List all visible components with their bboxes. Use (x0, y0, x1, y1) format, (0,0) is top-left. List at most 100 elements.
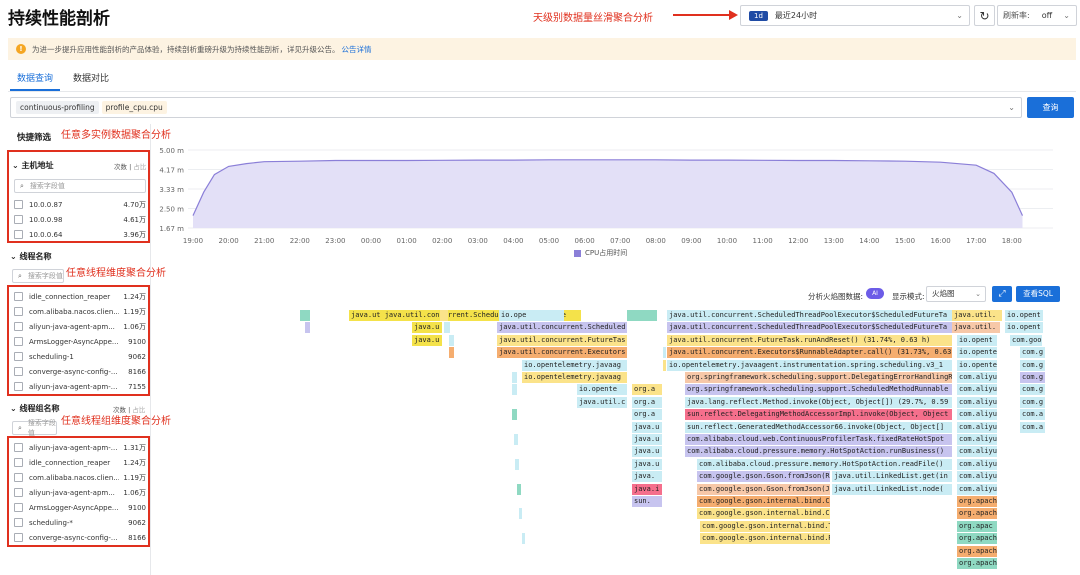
flame-frame[interactable] (305, 322, 310, 334)
flame-frame[interactable]: com.goog (1010, 334, 1042, 346)
analyze-flame-toggle[interactable]: AI (866, 288, 884, 299)
checkbox[interactable] (14, 307, 23, 316)
flame-frame[interactable]: com.a (1020, 421, 1045, 433)
tab-count[interactable]: 次数 (113, 406, 126, 414)
flame-frame[interactable]: com.g (1020, 372, 1045, 383)
flame-frame[interactable]: com.alibaba.cloud.web.ContinuousProfiler… (685, 434, 952, 445)
flame-frame[interactable]: java.u (632, 458, 662, 470)
flame-frame[interactable]: java.util. (952, 322, 1000, 334)
flame-frame[interactable] (440, 310, 448, 321)
list-item[interactable]: converge-async-config-... 8166 (14, 364, 146, 379)
flame-frame[interactable]: com.aliyu (957, 471, 997, 483)
checkbox[interactable] (14, 200, 23, 209)
flame-frame[interactable]: com.aliyu (957, 396, 997, 408)
flame-frame[interactable]: io.opentelemetry.javaagent.instrumentati… (667, 359, 952, 371)
query-tag-project[interactable]: continuous-profiling (16, 101, 99, 114)
list-item[interactable]: com.alibaba.nacos.clien... 1.19万 (14, 304, 146, 319)
flame-frame[interactable]: io.opent (957, 334, 997, 346)
checkbox[interactable] (14, 337, 23, 346)
flame-frame[interactable] (627, 310, 657, 321)
flame-frame[interactable]: java.u (632, 446, 662, 458)
checkbox[interactable] (14, 215, 23, 224)
flame-frame[interactable]: com.google.gson.Gson.fromJson(R (697, 471, 830, 483)
flame-frame[interactable]: io.opent (1005, 322, 1043, 334)
flame-frame[interactable]: org.apach (957, 496, 997, 507)
flame-frame[interactable]: io.opente (957, 347, 997, 359)
list-item[interactable]: aliyun-java-agent-apm-... 7155 (14, 379, 146, 394)
list-item[interactable]: 10.0.0.87 4.70万 (14, 197, 146, 212)
flame-frame[interactable] (512, 372, 517, 383)
view-sql-button[interactable]: 查看SQL (1016, 286, 1060, 302)
flame-frame[interactable]: java.u (632, 434, 662, 445)
list-item[interactable]: 10.0.0.98 4.61万 (14, 212, 146, 227)
list-item[interactable]: idle_connection_reaper 1.24万 (14, 289, 146, 304)
notice-link[interactable]: 公告详情 (341, 44, 372, 54)
checkbox[interactable] (14, 230, 23, 239)
list-item[interactable]: converge-async-config-... 8166 (14, 530, 146, 545)
refresh-button[interactable]: ↻ (974, 5, 995, 26)
tab-data-compare[interactable]: 数据对比 (73, 74, 110, 84)
search-input[interactable]: ⌕ 搜索字段值 (12, 419, 57, 437)
flame-frame[interactable]: org.apac (957, 520, 997, 532)
flame-frame[interactable]: com.aliyu (957, 458, 997, 470)
flame-frame[interactable]: com.google.gson.internal.bind.R (700, 533, 830, 545)
flame-frame[interactable]: com.aliyu (957, 372, 997, 383)
checkbox[interactable] (14, 352, 23, 361)
checkbox[interactable] (14, 382, 23, 391)
flame-frame[interactable]: com.aliyu (957, 384, 997, 396)
flame-frame[interactable]: sun.reflect.GeneratedMethodAccessor66.in… (685, 421, 952, 433)
flame-frame[interactable] (300, 310, 310, 321)
flame-frame[interactable] (519, 508, 522, 520)
checkbox[interactable] (14, 367, 23, 376)
list-item[interactable]: aliyun-java-agent-apm... 1.06万 (14, 319, 146, 334)
list-item[interactable]: scheduling-1 9062 (14, 349, 146, 364)
flame-frame[interactable]: java.util.concurrent.ScheduledThreadPool… (667, 310, 952, 321)
flame-frame[interactable]: java.ut java.util.concurrent.ScheduledTh… (349, 310, 581, 321)
flame-frame[interactable] (449, 347, 454, 359)
flame-frame[interactable] (663, 359, 666, 371)
checkbox[interactable] (14, 473, 23, 482)
flame-frame[interactable] (515, 458, 519, 470)
flame-frame[interactable]: com.aliyu (957, 409, 997, 421)
flame-frame[interactable]: java.util.concurrent.FutureTask.runAndRe… (667, 334, 952, 346)
expand-icon[interactable]: ⤢ (992, 286, 1012, 302)
flame-frame[interactable]: io.opentelemetry.javaag (522, 359, 627, 371)
search-input[interactable]: ⌕ 搜索字段值 (12, 269, 64, 283)
flame-frame[interactable]: org.a (632, 384, 662, 396)
flame-frame[interactable]: com.google.gson.internal.bind.Co (697, 508, 830, 520)
flame-frame[interactable]: com.g (1020, 359, 1045, 371)
tab-ratio[interactable]: 占比 (133, 163, 147, 171)
flame-frame[interactable]: java.util.concurrent.FutureTas (497, 334, 627, 346)
flame-frame[interactable]: org.a (632, 396, 662, 408)
query-input[interactable]: continuous-profiling profile_cpu.cpu ⌄ (10, 97, 1022, 118)
cpu-time-chart[interactable]: 5.00 m 4.17 m 3.33 m 2.50 m 1.67 m 19:00 20:00… (153, 140, 1073, 248)
checkbox[interactable] (14, 533, 23, 542)
flame-frame[interactable]: io.opent (1005, 310, 1043, 321)
flame-frame[interactable]: org.a (632, 409, 662, 421)
checkbox[interactable] (14, 292, 23, 301)
flame-frame[interactable]: com.aliyu (957, 483, 997, 495)
flame-frame[interactable]: com.alibaba.cloud.pressure.memory.HotSpo… (697, 458, 952, 470)
flame-frame[interactable]: java.util.c (577, 396, 627, 408)
flame-frame[interactable]: com.google.gson.Gson.fromJson(Js (697, 483, 830, 495)
flame-frame[interactable]: io.ope (499, 310, 564, 321)
flame-frame[interactable]: java.u (412, 334, 442, 346)
flame-graph[interactable]: java.ut java.util.concurrent.ScheduledTh… (152, 308, 1080, 575)
flame-frame[interactable]: io.opente (957, 359, 997, 371)
list-item[interactable]: ArmsLogger-AsyncAppe... 9100 (14, 500, 146, 515)
flame-frame[interactable]: java.u (412, 322, 442, 334)
checkbox[interactable] (14, 458, 23, 467)
flame-frame[interactable]: org.apach (957, 558, 997, 569)
flame-frame[interactable]: com.g (1020, 396, 1045, 408)
chart-legend[interactable]: CPU占用时间 (574, 248, 627, 258)
flame-frame[interactable]: com.g (1020, 384, 1045, 396)
flame-frame[interactable]: sun. (632, 496, 662, 507)
flame-frame[interactable]: com.google.gson.internal.bind.Co (697, 496, 830, 507)
flame-frame[interactable]: java.u (632, 421, 662, 433)
flame-frame[interactable]: org.apach (957, 533, 997, 545)
flame-frame[interactable] (512, 384, 517, 396)
flame-frame[interactable]: com.aliyu (957, 446, 997, 458)
flame-frame[interactable]: com.aliyu (957, 421, 997, 433)
flame-frame[interactable] (663, 347, 666, 359)
flame-frame[interactable]: org.springframework.scheduling.support.S… (685, 384, 952, 396)
